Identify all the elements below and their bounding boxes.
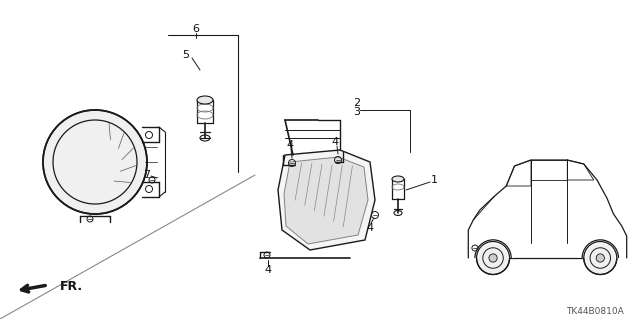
Ellipse shape [392,176,404,182]
Text: 4: 4 [287,140,294,150]
Circle shape [584,241,617,275]
Text: 4: 4 [367,223,374,233]
Polygon shape [278,150,375,250]
Text: 4: 4 [264,265,271,275]
Circle shape [477,241,509,275]
Text: 5: 5 [182,50,189,60]
Text: 2: 2 [353,98,360,108]
Ellipse shape [197,96,213,104]
Text: 3: 3 [353,107,360,117]
Text: 4: 4 [332,137,339,147]
Polygon shape [284,157,368,244]
Circle shape [596,254,604,262]
Text: 6: 6 [193,24,200,34]
Text: 7: 7 [143,170,150,180]
Circle shape [489,254,497,262]
Text: TK44B0810A: TK44B0810A [566,307,624,315]
Text: FR.: FR. [60,280,83,293]
Text: 1: 1 [431,175,438,185]
Circle shape [43,110,147,214]
